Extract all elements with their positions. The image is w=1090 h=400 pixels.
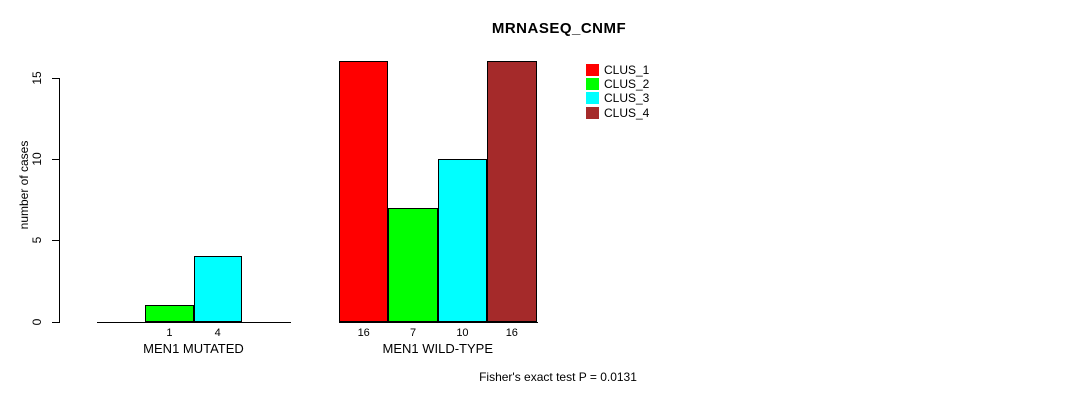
bar-value-label: 16 [505,327,518,339]
legend-swatch-clus_1 [586,64,599,76]
bar-value-label: 10 [456,327,469,339]
y-axis-tick [52,158,59,160]
bar-clus_2 [388,207,438,323]
y-axis-tick [52,321,59,323]
y-axis-tick [52,240,59,242]
legend-label-clus_1: CLUS_1 [604,63,650,77]
legend-label-clus_3: CLUS_3 [604,91,650,106]
legend-swatch-clus_3 [586,92,599,105]
group-label-mutated: MEN1 MUTATED [143,341,244,356]
bar-clus_3 [193,256,242,323]
y-axis-tick-label: 0 [30,318,44,325]
legend-swatch-clus_4 [586,106,599,119]
y-axis-tick-label: 15 [30,70,44,85]
bar-clus_4 [487,61,537,323]
footnote-fisher-test: Fisher's exact test P = 0.0131 [479,370,637,384]
bar-clus_2 [145,305,194,323]
y-axis-tick-label: 10 [30,152,44,166]
y-axis-line [59,77,60,323]
y-axis-tick-label: 5 [30,236,44,244]
legend-label-clus_4: CLUS_4 [604,105,650,120]
bar-value-label: 7 [410,327,417,339]
bar-value-label: 16 [357,327,370,339]
bar-clus_3 [437,158,488,323]
legend-label-clus_2: CLUS_2 [604,77,650,92]
chart-title: MRNASEQ_CNMF [491,20,627,37]
y-axis-label: number of cases [17,140,31,230]
group-label-wild-type: MEN1 WILD-TYPE [382,341,494,356]
y-axis-tick [52,77,59,79]
bar-value-label: 1 [166,327,173,339]
legend-swatch-clus_2 [586,78,599,91]
bar-clus_1 [339,61,389,323]
bar-value-label: 4 [214,327,221,339]
